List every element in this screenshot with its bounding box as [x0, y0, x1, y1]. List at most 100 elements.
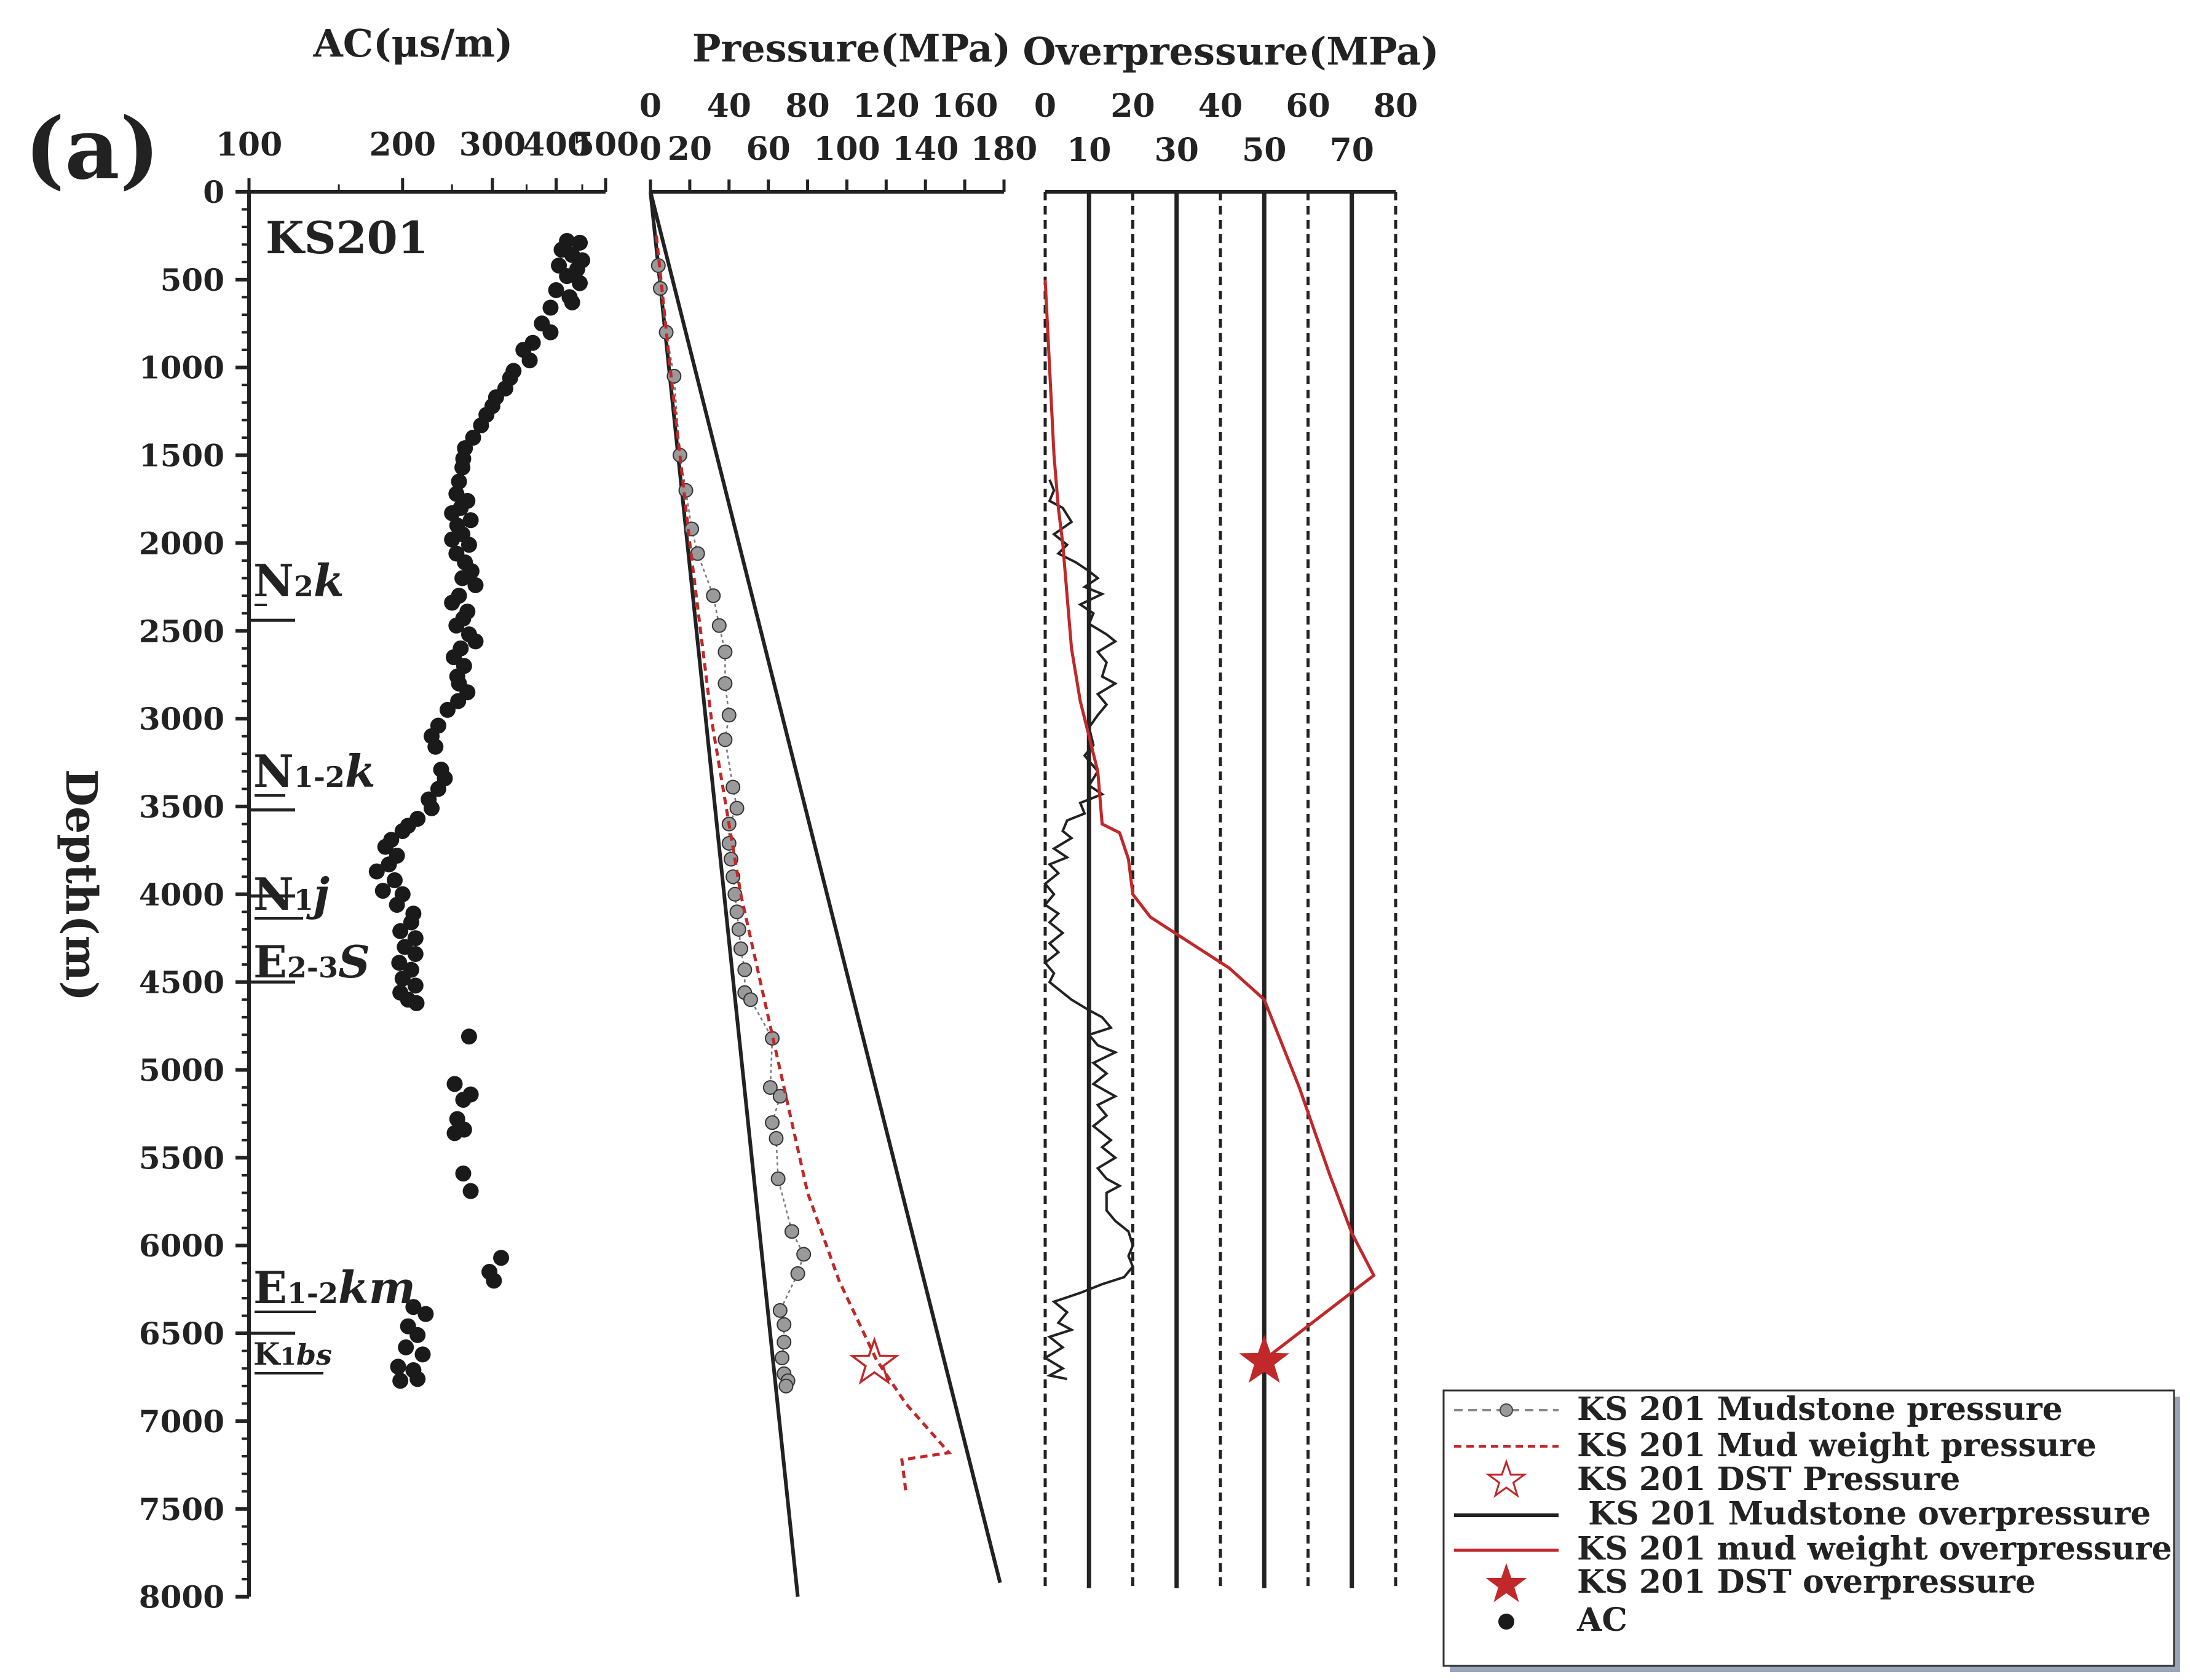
ac-point — [454, 459, 471, 476]
mud-weight-pressure-line — [655, 235, 952, 1492]
legend-label: KS 201 Mud weight pressure — [1577, 1427, 2097, 1464]
ac-point — [444, 505, 461, 521]
mudstone-pressure-point — [721, 708, 737, 723]
mudstone-pressure-point — [770, 1171, 786, 1186]
legend-label: KS 201 Mudstone overpressure — [1577, 1495, 2151, 1532]
pressure-tick-label-top: 80 — [785, 87, 829, 125]
ac-point — [450, 693, 467, 709]
pressure-tick-label-bottom: 60 — [746, 130, 790, 168]
legend-label: KS 201 Mudstone pressure — [1577, 1390, 2063, 1428]
formation-label: N1j — [253, 868, 330, 920]
depth-tick-label: 4000 — [139, 877, 224, 913]
mudstone-overpressure-line — [1043, 479, 1134, 1381]
ac-tick-label: 500 — [572, 126, 639, 164]
formation-label: N2k — [253, 554, 344, 607]
ac-point — [407, 977, 424, 994]
pressure-tick-label-bottom: 180 — [971, 130, 1038, 168]
ac-point — [407, 945, 424, 962]
ac-point — [381, 856, 397, 873]
ac-point — [446, 1076, 463, 1092]
ac-point — [542, 324, 559, 341]
mudstone-pressure-point — [737, 962, 753, 977]
depth-tick-label: 2000 — [139, 525, 224, 561]
depth-tick-label: 7500 — [139, 1491, 224, 1528]
ac-point — [407, 930, 424, 947]
pressure-tick-label-bottom: 140 — [892, 130, 959, 168]
legend-item-dst-pressure: KS 201 DST Pressure — [1485, 1459, 1960, 1498]
ac-point — [461, 537, 477, 553]
ac-point — [493, 1250, 510, 1266]
ac-tick-label: 100 — [216, 126, 283, 164]
depth-tick-label: 6000 — [139, 1228, 224, 1264]
legend-swatch-open-star — [1485, 1459, 1527, 1498]
overpressure-tick-label-top: 20 — [1110, 87, 1155, 125]
pressure-tick-label-top: 160 — [931, 87, 998, 125]
depth-tick-label: 5500 — [139, 1140, 224, 1176]
mudstone-pressure-point — [777, 1317, 792, 1332]
ac-point — [486, 1272, 502, 1289]
ac-point — [572, 234, 588, 251]
dst-pressure-star — [848, 1336, 900, 1385]
ac-point — [409, 1327, 426, 1343]
ac-axis-title: AC(μs/m) — [313, 21, 513, 66]
legend: KS 201 Mudstone pressure KS 201 Mud weig… — [1442, 1389, 2180, 1672]
legend-item-mudstone-pressure: KS 201 Mudstone pressure — [1454, 1390, 2063, 1428]
ac-point — [394, 822, 411, 839]
pressure-tick-label-top: 0 — [639, 87, 662, 125]
ac-point — [403, 914, 419, 931]
ac-point — [462, 1183, 479, 1199]
legend-item-mud-weight-pressure: KS 201 Mud weight pressure — [1454, 1427, 2097, 1464]
mudstone-pressure-point — [729, 800, 745, 816]
mudstone-pressure-point — [733, 941, 748, 956]
ac-point — [461, 1028, 477, 1045]
mudstone-pressure-point — [778, 1378, 794, 1394]
ac-point — [439, 701, 456, 718]
ac-point — [542, 299, 559, 316]
depth-tick-label: 0 — [203, 174, 224, 210]
depth-tick-label: 7000 — [139, 1403, 224, 1440]
ac-point — [414, 1346, 431, 1363]
mudstone-pressure-point — [785, 1224, 799, 1239]
mudstone-pressure-point — [711, 618, 727, 633]
overpressure-tick-label-bottom: 10 — [1067, 132, 1111, 169]
ac-point — [398, 1339, 414, 1355]
legend-item-mudstone-overpressure: KS 201 Mudstone overpressure — [1454, 1495, 2151, 1532]
legend-item-ac: AC — [1498, 1601, 1627, 1639]
mudstone-pressure-point — [790, 1266, 805, 1281]
mudstone-pressure-point — [762, 1080, 778, 1095]
ac-point — [548, 282, 564, 298]
overpressure-tick-label-top: 0 — [1034, 87, 1056, 125]
legend-label: KS 201 DST Pressure — [1577, 1461, 1960, 1498]
formation-label: N1-2k — [253, 745, 376, 797]
ac-point — [430, 781, 446, 797]
ac-point — [392, 1373, 409, 1389]
mud-weight-overpressure-line — [1043, 279, 1376, 1361]
mudstone-pressure-point — [652, 281, 668, 296]
ac-point — [444, 531, 461, 548]
ac-point — [455, 1092, 472, 1108]
ac-point — [444, 594, 461, 611]
ac-point — [394, 970, 411, 987]
panel-label: (a) — [25, 98, 160, 199]
ac-tick-label: 200 — [370, 126, 437, 164]
mudstone-pressure-point — [777, 1335, 792, 1350]
ac-point — [405, 1299, 422, 1315]
legend-item-mud-weight-overpressure: KS 201 mud weight overpressure — [1454, 1530, 2172, 1568]
pressure-tick-label-top: 40 — [707, 87, 751, 125]
mudstone-pressure-point — [796, 1247, 812, 1262]
ac-point — [467, 633, 484, 650]
legend-label: KS 201 DST overpressure — [1577, 1563, 2036, 1601]
mudstone-pressure-point — [706, 588, 721, 604]
ac-point — [521, 352, 538, 369]
ac-point — [377, 838, 393, 855]
overpressure-tick-label-top: 40 — [1198, 87, 1243, 125]
ac-point — [454, 570, 471, 586]
depth-tick-label: 4500 — [139, 964, 224, 1001]
ac-point — [451, 473, 467, 490]
legend-swatch-black-dot — [1498, 1614, 1514, 1630]
mudstone-pressure-point — [725, 779, 741, 795]
formation-label: E1-2km — [253, 1261, 416, 1314]
well-label: KS201 — [266, 211, 429, 264]
legend-swatch-gray-dot — [1500, 1403, 1513, 1417]
